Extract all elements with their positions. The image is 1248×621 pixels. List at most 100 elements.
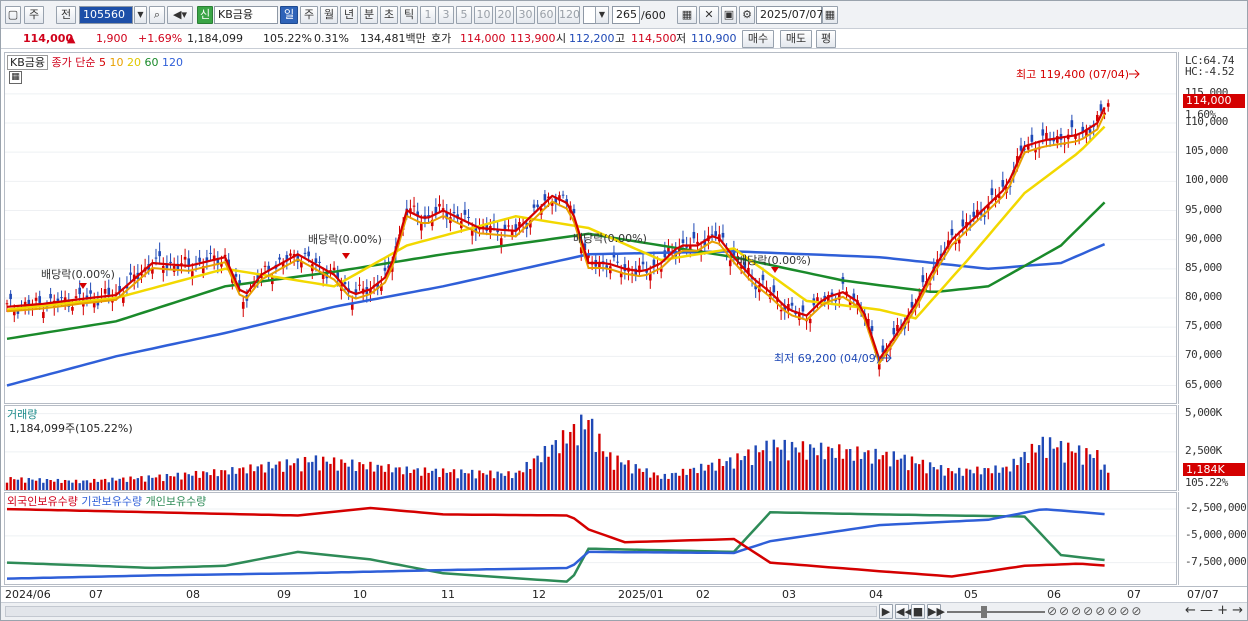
x-axis: 2024/06 07 08 09 10 11 12 2025/01 02 03 04 05 06 07 0… (1, 586, 1247, 602)
zoom-slider[interactable] (947, 611, 1045, 613)
save-icon[interactable]: ▣ (721, 6, 737, 24)
tab-stock[interactable]: 주 (24, 6, 44, 24)
interval-3[interactable]: 3 (438, 6, 454, 24)
volume-bar (514, 472, 518, 490)
sell-button[interactable]: 매도 (780, 30, 812, 48)
cross-icon[interactable]: ✕ (699, 6, 719, 24)
volume-bar (958, 467, 961, 490)
period-month[interactable]: 월 (320, 6, 338, 24)
interval-120[interactable]: 120 (558, 6, 580, 24)
buy-button[interactable]: 매수 (742, 30, 774, 48)
stock-code-input[interactable]: 105560 (79, 6, 133, 24)
tool-icons[interactable]: ⊘⊘⊘⊘⊘⊘⊘⊘ (1047, 604, 1144, 618)
calendar-icon[interactable]: ▦ (822, 6, 838, 24)
candle-body (536, 204, 539, 208)
volume-bar (892, 451, 895, 490)
candle-body (986, 204, 990, 211)
volume-bar (859, 458, 863, 490)
scroll-track[interactable] (5, 606, 877, 617)
volume-bar (848, 448, 852, 490)
volume-bar (703, 470, 706, 490)
candle-body (1034, 148, 1037, 153)
avg-button[interactable]: 평 (816, 30, 836, 48)
play-icon[interactable]: ▶ (879, 604, 893, 619)
volume-bar (227, 474, 230, 490)
volume-bar (765, 440, 768, 490)
interval-20[interactable]: 20 (495, 6, 514, 24)
change-rate: +1.69% (138, 32, 183, 45)
candle-body (685, 245, 688, 248)
gear-icon[interactable]: ⚙ (739, 6, 755, 24)
volume-bar (565, 443, 568, 490)
interval-60[interactable]: 60 (537, 6, 556, 24)
volume-bar (82, 480, 85, 490)
volume-bar (685, 474, 688, 490)
grid-icon[interactable]: ▦ (677, 6, 697, 24)
zoom-buttons[interactable]: ← — + → (1185, 603, 1244, 618)
open: 112,200 (569, 32, 615, 45)
interval-5[interactable]: 5 (456, 6, 472, 24)
candle-body (997, 195, 1001, 199)
candle-body (409, 208, 412, 214)
volume-bar (456, 478, 459, 490)
speaker-icon[interactable]: ◀▾ (167, 6, 193, 24)
tab-all[interactable]: 전 (56, 6, 76, 24)
ma10-line (6, 113, 1106, 366)
count-input[interactable]: 265 (612, 6, 640, 24)
candle-body (1026, 144, 1030, 150)
candle-body (881, 345, 885, 353)
stock-name-field[interactable]: KB금융 (214, 6, 278, 24)
volume-bar (903, 454, 906, 490)
period-year[interactable]: 년 (340, 6, 358, 24)
price-chart: 최고 119,400 (07/04) 최저 69,200 (04/09) 배당락(0… (5, 68, 1176, 387)
period-tick[interactable]: 틱 (400, 6, 418, 24)
candle-body (1030, 134, 1034, 142)
search-icon[interactable]: ⌕ (149, 6, 165, 24)
chevron-down-icon-2[interactable]: ▼ (595, 6, 609, 24)
volume-bar (318, 470, 321, 490)
candle-body (845, 291, 848, 295)
last-volume-tag: 1,184K (1183, 463, 1245, 476)
candle-body (1001, 180, 1005, 187)
legend-ma-20: 20 (126, 56, 141, 69)
lc-label: LC:64.74 (1185, 54, 1234, 67)
price-tick-label: 70,000 (1185, 348, 1222, 362)
date-input[interactable]: 2025/07/07 (756, 6, 823, 24)
volume-bar (416, 468, 419, 490)
period-day[interactable]: 일 (280, 6, 298, 24)
candle-body (696, 241, 699, 245)
interval-30[interactable]: 30 (516, 6, 535, 24)
table-icon[interactable]: ▦ (9, 71, 22, 84)
legend-ma-120: 120 (161, 56, 183, 69)
institution-line (6, 508, 1105, 580)
volume-bar (191, 475, 194, 490)
volume-bar (689, 468, 692, 490)
period-minute[interactable]: 분 (360, 6, 378, 24)
volume-bar (932, 467, 935, 490)
interval-10[interactable]: 10 (474, 6, 493, 24)
candle-body (267, 265, 270, 272)
rewind-icon[interactable]: ◀◀ (895, 604, 913, 619)
volume-bar (296, 458, 299, 490)
volume-bar (471, 469, 474, 490)
candle-body (547, 196, 550, 199)
volume-bar (282, 471, 285, 490)
volume-bar (594, 451, 597, 490)
chevron-down-icon[interactable]: ▼ (134, 6, 147, 24)
window-icon[interactable]: ▢ (5, 6, 21, 24)
candle-body (1023, 148, 1026, 150)
volume-bar (863, 452, 866, 490)
volume-bar (194, 470, 198, 490)
price-axis: LC:64.74 HC:-4.52 115,000 110,000 105,000 1… (1178, 52, 1246, 404)
period-week[interactable]: 주 (300, 6, 318, 24)
volume-bar (681, 468, 685, 490)
candle-body (852, 293, 856, 301)
period-second[interactable]: 초 (380, 6, 398, 24)
zoom-handle[interactable] (981, 606, 987, 618)
volume-bar (60, 482, 63, 490)
interval-1[interactable]: 1 (420, 6, 436, 24)
price-tick-label: 85,000 (1185, 260, 1222, 274)
ma120-line (6, 243, 1106, 387)
stop-icon[interactable]: ■ (911, 604, 925, 619)
forward-icon[interactable]: ▶▶ (927, 604, 945, 619)
